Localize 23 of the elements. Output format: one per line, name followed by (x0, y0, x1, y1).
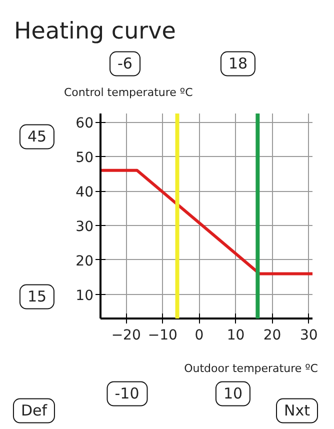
x-tick-label: 0 (194, 328, 204, 344)
text: 15 (19, 284, 55, 310)
text: -10 (106, 381, 148, 407)
x-tick-label: 10 (226, 328, 245, 344)
x-tick-label: −10 (148, 328, 178, 344)
y-tick-label: 60 (76, 116, 94, 132)
x-tick-label: 20 (263, 328, 282, 344)
text: -6 (110, 51, 140, 77)
y-axis-title: Control temperature ºC (64, 85, 193, 101)
y-tick-label: 20 (76, 253, 94, 270)
text: 45 (19, 124, 55, 150)
text: 18 (220, 51, 256, 77)
chart-title: Heating curve (14, 18, 176, 47)
x-tick-label: 30 (300, 328, 318, 344)
y-tick-label: 10 (76, 288, 94, 304)
y-tick-label: 30 (76, 218, 94, 235)
text: Nxt (276, 398, 318, 424)
text: 10 (215, 381, 251, 407)
text: Def (12, 398, 56, 424)
x-tick-label: −20 (111, 328, 141, 344)
y-tick-label: 40 (76, 184, 94, 201)
x-axis-title: Outdoor temperature ºC (184, 361, 318, 377)
y-tick-label: 50 (76, 150, 94, 166)
